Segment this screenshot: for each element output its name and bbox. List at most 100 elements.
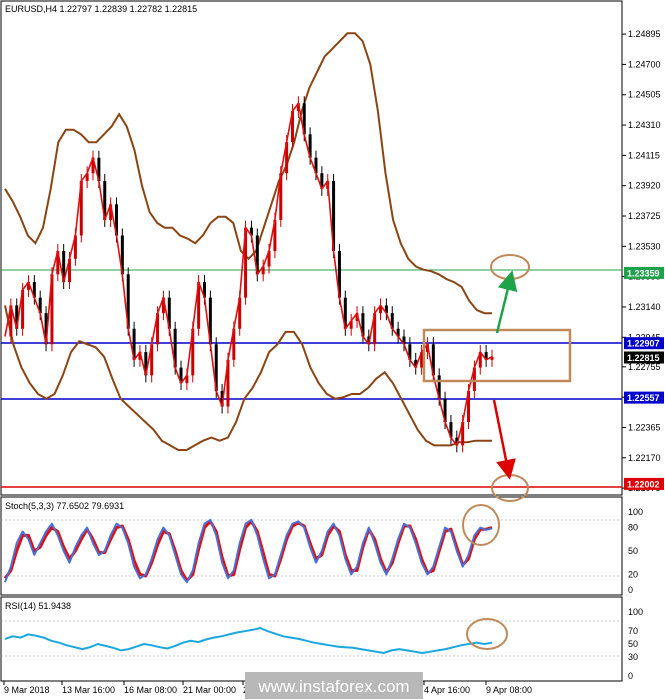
y-tick-label: 1.22755 bbox=[628, 362, 661, 372]
candle-body bbox=[285, 142, 289, 174]
candle-body bbox=[91, 157, 95, 174]
rsi-y-ticks: 100 70 50 30 0 bbox=[628, 607, 643, 681]
candle-body bbox=[150, 344, 154, 376]
y-tick-label: 1.24310 bbox=[628, 120, 661, 130]
x-tick-label: 21 Mar 00:00 bbox=[183, 685, 236, 695]
candle-body bbox=[132, 328, 136, 360]
candle-body bbox=[214, 344, 218, 391]
price-tag-label: 1.22815 bbox=[627, 353, 660, 363]
candle-body bbox=[443, 398, 447, 423]
candle-body bbox=[261, 266, 265, 275]
price-tag-label: 1.23359 bbox=[627, 268, 660, 278]
rsi-tick-label: 100 bbox=[628, 607, 643, 617]
candle-body bbox=[244, 227, 248, 298]
candle-body bbox=[267, 251, 271, 267]
rsi-circle bbox=[466, 618, 508, 650]
y-tick-label: 1.24505 bbox=[628, 90, 661, 100]
lower-band-line bbox=[4, 305, 492, 451]
y-tick-label: 1.24115 bbox=[628, 150, 660, 160]
candle-body bbox=[15, 305, 19, 329]
y-tick-label: 1.24895 bbox=[628, 29, 661, 39]
down-arrow bbox=[492, 399, 516, 480]
candle-body bbox=[431, 344, 435, 376]
candle-body bbox=[320, 173, 324, 189]
candle-body bbox=[197, 282, 201, 329]
candle-body bbox=[467, 390, 471, 423]
candle-body bbox=[255, 235, 259, 275]
candle-body bbox=[32, 282, 36, 298]
candle-body bbox=[144, 352, 148, 376]
candle-body bbox=[103, 181, 107, 220]
x-tick-label: 4 Apr 16:00 bbox=[424, 685, 470, 695]
stoch-lines bbox=[3, 518, 493, 584]
candle-body bbox=[461, 422, 465, 446]
rsi-panel bbox=[0, 596, 623, 682]
y-tick-label: 1.23530 bbox=[628, 241, 661, 251]
price-tags: 1.23359 1.22907 1.22815 1.22557 1.22002 bbox=[624, 266, 664, 490]
y-tick-label: 1.22170 bbox=[628, 453, 661, 463]
bollinger-bands bbox=[4, 32, 492, 451]
price-tag-label: 1.22557 bbox=[627, 393, 660, 403]
candle-body bbox=[220, 390, 224, 407]
candle-body bbox=[337, 251, 341, 298]
candle-body bbox=[167, 297, 171, 329]
candle-body bbox=[414, 359, 418, 368]
price-tag-label: 1.22907 bbox=[627, 339, 660, 349]
candle-body bbox=[138, 352, 142, 360]
stoch-tick-label: 100 bbox=[628, 507, 643, 517]
candle-body bbox=[390, 313, 394, 329]
candle-body bbox=[332, 181, 336, 251]
candle-body bbox=[396, 328, 400, 337]
y-tick-label: 1.23920 bbox=[628, 181, 661, 191]
stoch-tick-label: 80 bbox=[628, 523, 638, 533]
candle-body bbox=[484, 352, 488, 360]
stoch-main-line bbox=[4, 518, 493, 584]
candle-body bbox=[314, 157, 318, 174]
watermark-bg bbox=[245, 672, 423, 699]
candle-body bbox=[420, 352, 424, 368]
price-tag-bg bbox=[624, 391, 664, 404]
candle-body bbox=[226, 359, 230, 407]
close-line bbox=[4, 101, 493, 448]
y-axis-ticks: 1.24895 1.24700 1.24505 1.24310 1.24115 1.239… bbox=[622, 29, 661, 493]
candle-body bbox=[384, 305, 388, 314]
candle-body bbox=[379, 305, 383, 314]
candle-body bbox=[279, 173, 283, 220]
candle-body bbox=[73, 235, 77, 259]
price-header: EURUSD,H4 1.22797 1.22839 1.22782 1.2281… bbox=[5, 4, 197, 14]
price-tag-label: 1.22002 bbox=[627, 479, 660, 489]
candle-body bbox=[62, 251, 66, 283]
price-panel bbox=[0, 0, 623, 496]
rsi-line bbox=[4, 626, 493, 655]
x-tick-label: 9 Mar 2018 bbox=[4, 685, 50, 695]
candle-body bbox=[308, 134, 312, 158]
candle-body bbox=[402, 336, 406, 345]
candle-body bbox=[21, 289, 25, 329]
candle-body bbox=[9, 305, 13, 337]
candle-body bbox=[173, 328, 177, 368]
candle-body bbox=[156, 313, 160, 345]
candle-body bbox=[26, 282, 30, 290]
candle-body bbox=[191, 328, 195, 376]
candle-body bbox=[238, 297, 242, 329]
candle-body bbox=[114, 204, 118, 236]
stoch-header: Stoch(5,3,3) 77.6502 79.6931 bbox=[5, 501, 124, 511]
candlesticks bbox=[4, 96, 494, 453]
candle-body bbox=[202, 282, 206, 298]
candle-body bbox=[343, 297, 347, 329]
candle-body bbox=[361, 313, 365, 337]
y-tick-label: 1.24700 bbox=[628, 59, 661, 69]
candle-body bbox=[38, 297, 42, 314]
stoch-y-ticks: 100 80 50 20 0 bbox=[628, 507, 643, 595]
watermark: www.instaforex.com bbox=[257, 677, 409, 696]
candle-body bbox=[120, 235, 124, 275]
candle-body bbox=[355, 313, 359, 321]
candle-body bbox=[455, 437, 459, 446]
candle-body bbox=[449, 422, 453, 438]
candle-body bbox=[302, 103, 306, 135]
stoch-circle bbox=[462, 504, 500, 546]
candle-body bbox=[208, 297, 212, 345]
price-tag-bg bbox=[624, 477, 664, 490]
rsi-tick-label: 50 bbox=[628, 639, 638, 649]
